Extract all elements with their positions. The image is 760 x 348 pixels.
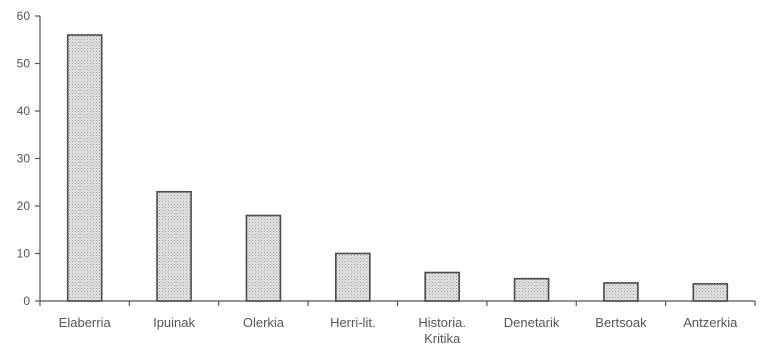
y-tick-label: 0 [23, 294, 30, 308]
y-tick-label: 50 [17, 57, 31, 71]
y-tick-label: 40 [17, 104, 31, 118]
x-category-label: Bertsoak [595, 315, 647, 330]
bar-denetarik [513, 277, 550, 302]
x-category-label: Ipuinak [153, 315, 195, 330]
y-tick-label: 30 [17, 152, 31, 166]
bar-herri-lit [335, 252, 371, 302]
bar-antzerkia [692, 283, 729, 302]
bar-ipuinak [156, 190, 192, 302]
axes [35, 15, 756, 306]
bar-elaberria [66, 34, 103, 302]
x-category-label: Herri-lit. [330, 315, 376, 330]
labels: 0 10 20 30 40 50 60 Elaberria Ipuinak Olerkia Herr… [17, 9, 739, 346]
x-category-label: Antzerkia [683, 315, 738, 330]
y-tick-label: 20 [17, 199, 31, 213]
x-category-label: Denetarik [504, 315, 560, 330]
x-category-label: Elaberria [59, 315, 112, 330]
y-tick-label: 10 [17, 247, 31, 261]
bar-bertsoak [603, 282, 639, 302]
bar-historia [424, 271, 460, 302]
x-category-label: Historia. Kritika [418, 315, 466, 346]
y-tick-label: 60 [17, 9, 31, 23]
bars [66, 34, 729, 302]
x-category-label: Olerkia [243, 315, 285, 330]
bar-olerkia [245, 214, 282, 302]
